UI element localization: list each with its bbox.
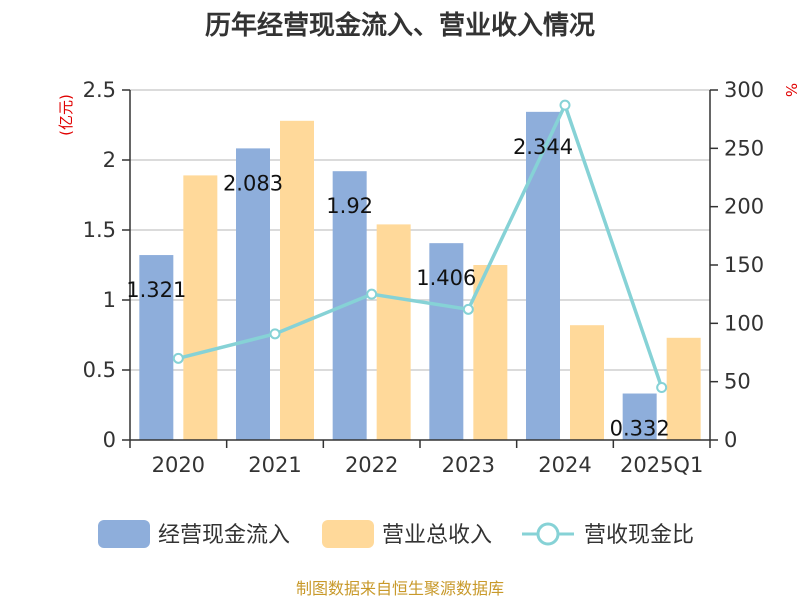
x-tick-label: 2022 (345, 453, 398, 477)
data-label: 1.406 (416, 266, 476, 290)
grid-lines (130, 89, 710, 371)
tick-labels: 0 0.5 1 1.5 2 2.5 0 50 100 150 200 250 300 2020 2021 20… (83, 78, 765, 477)
data-label: 1.92 (326, 194, 373, 218)
bar-cash-inflow (526, 111, 560, 440)
bar-revenue (570, 325, 604, 440)
legend-label: 营收现金比 (584, 523, 694, 548)
legend-marker (536, 522, 560, 546)
bar-revenue (666, 337, 701, 440)
left-tick-label: 0 (103, 428, 116, 452)
footer-source: 制图数据来自恒生聚源数据库 (296, 579, 504, 598)
chart-title: 历年经营现金流入、营业收入情况 (205, 10, 595, 41)
bar-revenue (183, 175, 218, 440)
left-tick-label: 1 (103, 288, 116, 312)
ratio-point (656, 382, 668, 393)
left-tick-label: 2 (103, 148, 116, 172)
right-tick-label: 200 (724, 195, 764, 219)
data-label: 2.083 (223, 171, 283, 195)
bars (139, 111, 701, 441)
right-tick-label: 250 (724, 136, 764, 160)
axes (122, 89, 718, 448)
bar-cash-inflow (139, 255, 174, 440)
bar-cash-inflow (429, 243, 464, 440)
ratio-point (366, 288, 378, 300)
x-tick-label: 2021 (248, 453, 301, 477)
legend-label: 经营现金流入 (158, 523, 290, 548)
bar-cash-inflow (332, 171, 367, 440)
bar-revenue (376, 224, 411, 440)
bar-revenue (280, 120, 314, 441)
x-tick-label: 2020 (152, 453, 205, 477)
ratio-line-path (177, 100, 664, 389)
left-axis-unit: (亿元) (57, 94, 75, 136)
right-tick-label: 50 (724, 370, 751, 394)
data-label: 2.344 (513, 135, 573, 159)
data-labels: 1.321 2.083 1.92 1.406 2.344 0.332 (126, 135, 669, 441)
right-tick-label: 150 (724, 253, 764, 277)
right-tick-label: 300 (724, 78, 764, 102)
left-tick-label: 1.5 (83, 218, 116, 242)
x-tick-label: 2025Q1 (620, 453, 703, 477)
ratio-point (462, 303, 474, 315)
ratio-line (172, 99, 668, 393)
bar-cash-inflow (236, 148, 270, 440)
legend-swatch (98, 520, 150, 548)
data-label: 1.321 (126, 278, 186, 302)
left-tick-label: 2.5 (83, 78, 116, 102)
ratio-point (559, 99, 571, 111)
right-tick-label: 100 (724, 311, 764, 335)
left-tick-label: 0.5 (83, 358, 116, 382)
ratio-point (269, 328, 281, 340)
data-label: 0.332 (610, 417, 670, 441)
x-tick-label: 2023 (442, 453, 495, 477)
bar-cash-inflow (622, 393, 657, 440)
right-tick-label: 0 (724, 428, 737, 452)
legend: 经营现金流入 营业总收入 营收现金比 (98, 520, 694, 548)
right-axis-unit: % (782, 83, 800, 97)
ratio-point (172, 352, 184, 364)
legend-label: 营业总收入 (382, 523, 492, 548)
x-tick-label: 2024 (538, 453, 591, 477)
bar-revenue (473, 265, 508, 440)
legend-swatch (322, 520, 374, 548)
